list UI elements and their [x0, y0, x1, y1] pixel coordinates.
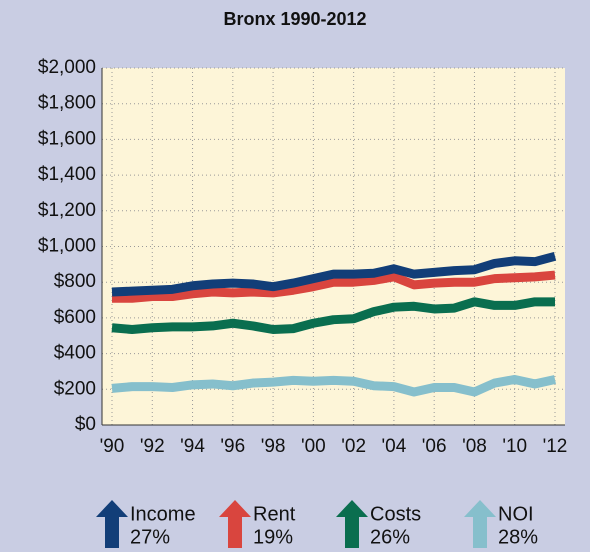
legend-change: 28% [498, 526, 538, 548]
x-tick-label: '08 [462, 436, 487, 457]
y-tick-label: $200 [54, 378, 96, 399]
x-tick-label: '02 [341, 436, 366, 457]
line-series [111, 251, 557, 297]
y-tick-label: $400 [54, 343, 96, 364]
y-tick-label: $1,200 [38, 200, 96, 221]
legend-arrow [464, 500, 496, 548]
legend-label: Costs [370, 503, 421, 525]
x-tick-label: '94 [180, 436, 205, 457]
x-tick-label: '12 [543, 436, 568, 457]
legend-label: NOI [498, 503, 534, 525]
y-tick-label: $1,400 [38, 164, 96, 185]
line-series [112, 270, 556, 303]
legend-arrow [219, 500, 251, 548]
legend-change: 19% [253, 526, 293, 548]
y-tick-label: $1,600 [38, 128, 96, 149]
line-series [111, 374, 556, 397]
y-tick-label: $0 [75, 414, 96, 435]
x-tick-label: '92 [140, 436, 165, 457]
chart-title: Bronx 1990-2012 [223, 9, 366, 29]
x-tick-label: '90 [100, 436, 125, 457]
legend-arrow [96, 500, 128, 548]
y-tick-label: $600 [54, 307, 96, 328]
plot-area [102, 68, 565, 425]
y-tick-label: $1,800 [38, 93, 96, 114]
x-tick-label: '00 [301, 436, 326, 457]
legend-label: Income [130, 503, 196, 525]
legend-arrow [336, 500, 368, 548]
legend-change: 27% [130, 526, 170, 548]
legend-change: 26% [370, 526, 410, 548]
line-series [111, 297, 555, 335]
x-tick-label: '10 [502, 436, 527, 457]
x-tick-label: '06 [422, 436, 447, 457]
y-tick-label: $1,000 [38, 236, 96, 257]
x-tick-label: '98 [261, 436, 286, 457]
x-tick-label: '04 [382, 436, 407, 457]
y-tick-label: $2,000 [38, 57, 96, 78]
legend-label: Rent [253, 503, 296, 525]
x-tick-label: '96 [220, 436, 245, 457]
y-tick-label: $800 [54, 271, 96, 292]
